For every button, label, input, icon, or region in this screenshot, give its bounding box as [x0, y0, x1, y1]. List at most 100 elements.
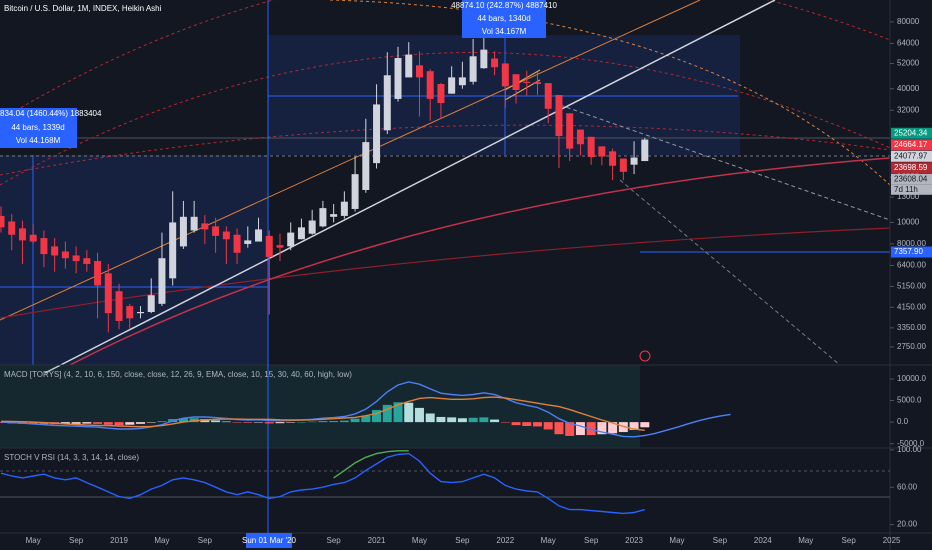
histogram-bar: [586, 422, 596, 436]
histogram-bar: [114, 422, 124, 426]
price-tag: [891, 162, 932, 174]
crosshair-label: Sun 01 Mar '20: [242, 536, 297, 545]
candle-body: [104, 273, 112, 314]
candle-body: [351, 174, 359, 209]
y-tick-label: 2750.00: [897, 342, 926, 351]
x-tick-label: 2022: [496, 536, 514, 545]
candle-body: [61, 251, 69, 259]
histogram-bar: [211, 420, 221, 423]
candle-body: [297, 227, 305, 240]
histogram-bar: [275, 422, 285, 424]
histogram-bar: [500, 422, 510, 423]
price-tag-label: 25204.34: [894, 128, 928, 137]
histogram-bar: [361, 415, 371, 423]
measure-area: [268, 35, 740, 155]
indicator-line: [0, 396, 645, 431]
indicator-title: STOCH V RSI (14, 3, 3, 14, 14, close): [4, 453, 139, 462]
x-tick-label: May: [798, 536, 813, 545]
candle-body: [544, 83, 552, 109]
candle-body: [94, 261, 102, 286]
histogram-bar: [372, 410, 382, 423]
candle-body: [555, 94, 563, 137]
candle-body: [126, 306, 134, 319]
x-tick-label: 2025: [883, 536, 901, 545]
candle-body: [501, 63, 509, 87]
y-tick-label: 52000: [897, 59, 920, 68]
histogram-bar: [436, 416, 446, 423]
histogram-bar: [382, 404, 392, 423]
candle-body: [201, 223, 209, 230]
candle-body: [587, 136, 595, 158]
x-tick-label: Sep: [455, 536, 470, 545]
measure-label: 44 bars, 1339d: [11, 123, 64, 132]
candle-body: [448, 77, 456, 94]
candle-body: [576, 129, 584, 145]
candle-body: [512, 74, 520, 90]
measure-label-box: [0, 108, 77, 148]
y-tick-label: 100.00: [897, 445, 922, 454]
y-tick-label: -5000.0: [897, 439, 925, 448]
candle-body: [641, 139, 649, 162]
histogram-bar: [629, 422, 639, 430]
x-tick-label: Sep: [713, 536, 728, 545]
measure-label: 834.04 (1460.44%) 1883404: [0, 109, 102, 118]
y-tick-label: 64000: [897, 39, 920, 48]
candle-body: [147, 295, 155, 313]
candle-body: [18, 228, 26, 241]
histogram-bar: [468, 417, 478, 423]
candle-body: [276, 245, 284, 248]
candle-body: [619, 158, 627, 172]
price-tag-label: 7357.90: [894, 247, 923, 256]
x-tick-label: Sep: [842, 536, 857, 545]
arc: [329, 0, 891, 186]
histogram-bar: [254, 422, 264, 423]
y-tick-label: 10000: [897, 218, 920, 227]
candle-body: [169, 222, 177, 279]
histogram-bar: [178, 418, 188, 423]
measure-label-box: [462, 0, 546, 38]
histogram-bar: [350, 418, 360, 423]
histogram-bar: [264, 422, 274, 424]
histogram-bar: [511, 422, 521, 426]
candle-body: [244, 240, 252, 244]
x-tick-label: May: [26, 536, 41, 545]
histogram-bar: [447, 417, 457, 423]
trend-line: [0, 0, 701, 321]
candle-body: [437, 84, 445, 104]
histogram-bar: [286, 422, 296, 423]
candle-body: [179, 216, 187, 247]
price-tag: [891, 173, 932, 185]
trend-line: [69, 157, 891, 366]
histogram-bar: [329, 421, 339, 423]
candle-body: [0, 215, 5, 228]
candle-body: [523, 81, 531, 83]
histogram-bar: [307, 421, 317, 423]
histogram-bar: [608, 422, 618, 434]
price-tag-label: 23698.59: [894, 163, 928, 172]
histogram-bar: [554, 422, 564, 435]
y-tick-label: 6400.00: [897, 261, 926, 270]
y-tick-label: 3350.00: [897, 323, 926, 332]
histogram-bar: [479, 417, 489, 423]
histogram-bar: [318, 421, 328, 423]
histogram-bar: [404, 402, 414, 423]
candle-body: [598, 146, 606, 157]
histogram-bar: [103, 422, 113, 425]
histogram-bar: [146, 422, 156, 423]
histogram-bar: [339, 420, 349, 423]
candle-body: [383, 75, 391, 131]
x-tick-label: May: [669, 536, 684, 545]
histogram-bar: [414, 407, 424, 423]
x-tick-label: May: [154, 536, 169, 545]
price-tag-label: 24664.17: [894, 140, 928, 149]
histogram-bar: [522, 422, 532, 427]
measure-label: Vol 34.167M: [482, 27, 527, 36]
candle-body: [405, 54, 413, 78]
indicator-line: [0, 381, 731, 438]
histogram-bar: [125, 422, 135, 425]
x-tick-label: Sep: [198, 536, 213, 545]
histogram-bar: [490, 419, 500, 423]
histogram-bar: [157, 421, 167, 423]
event-icon: [639, 350, 651, 362]
indicator-title: MACD [TORYS] (4, 2, 10, 6, 150, close, c…: [4, 370, 352, 379]
